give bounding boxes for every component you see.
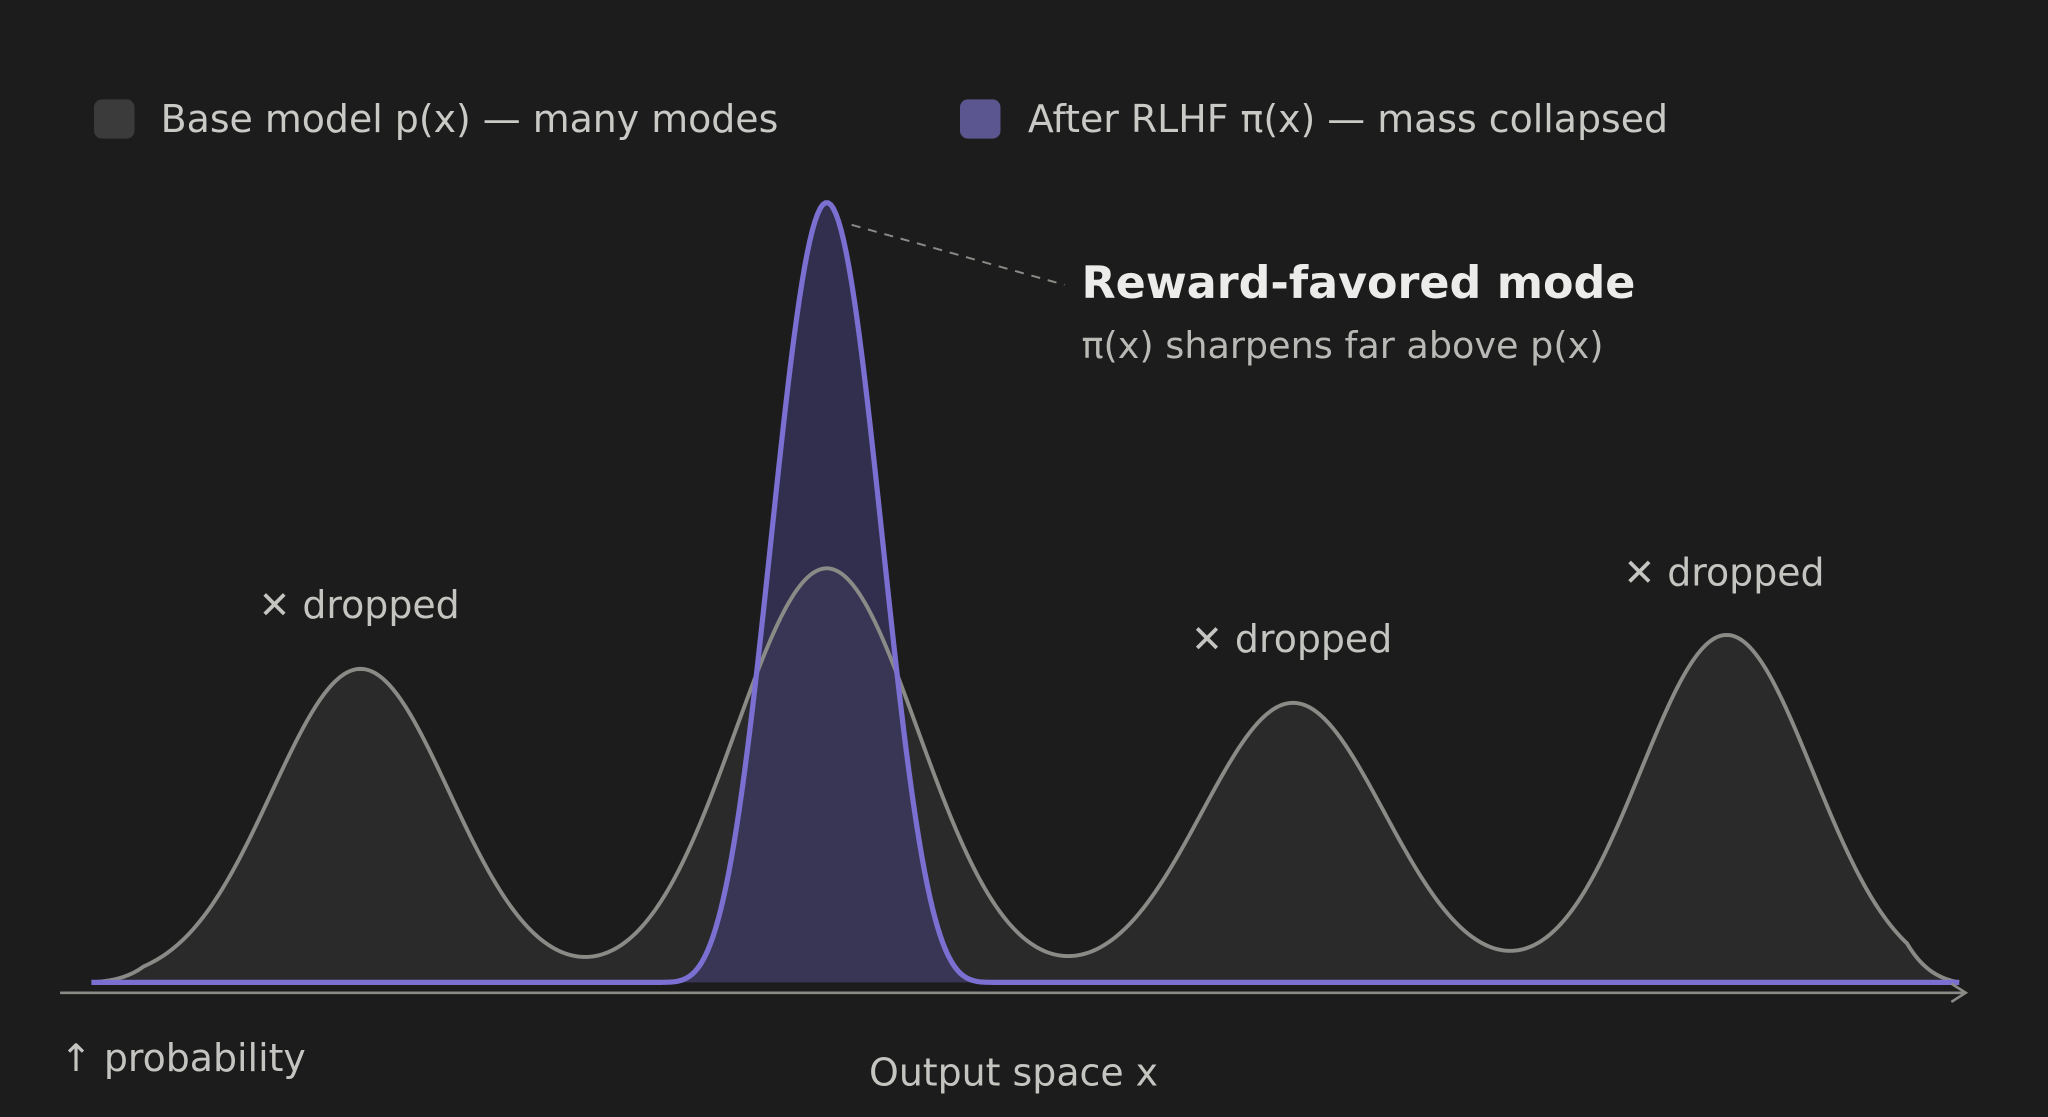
legend-swatch-base — [94, 99, 135, 139]
legend-label: After RLHF π(x) — mass collapsed — [1028, 97, 1668, 141]
rlhf-curve — [91, 200, 1960, 985]
base-curve — [91, 566, 1960, 985]
annotation-title: Reward-favored mode — [1081, 258, 1635, 309]
mode-label: ✕ dropped — [1624, 550, 1825, 594]
mode-label: ✕ dropped — [259, 583, 460, 627]
y-axis-label: ↑ probability — [60, 1036, 306, 1080]
base-area — [91, 568, 1960, 983]
x-axis-arrow — [1950, 982, 1969, 1004]
legend-swatch-rlhf — [960, 99, 1001, 139]
x-axis-label: Output space x — [869, 1051, 1158, 1095]
legend-label: Base model p(x) — many modes — [161, 97, 779, 141]
leader-line — [851, 223, 1065, 286]
mode-label: ✕ dropped — [1191, 617, 1392, 661]
annotation-subtitle: π(x) sharpens far above p(x) — [1081, 324, 1603, 367]
